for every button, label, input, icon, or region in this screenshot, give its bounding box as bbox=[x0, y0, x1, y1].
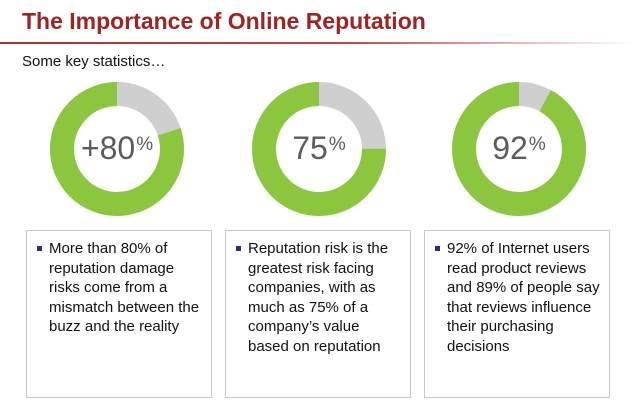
donut-fill-2 bbox=[252, 82, 386, 216]
stat-card-2: Reputation risk is the greatest risk fac… bbox=[225, 230, 411, 398]
donut-value-2: 75% bbox=[252, 132, 386, 164]
donut-fill-3 bbox=[452, 82, 586, 216]
title-divider bbox=[0, 42, 636, 44]
donut-fill-1 bbox=[50, 82, 184, 216]
donut-number-1: +80 bbox=[80, 130, 136, 166]
bullet-icon bbox=[435, 246, 440, 251]
donut-number-3: 92 bbox=[492, 130, 528, 166]
bullet-icon bbox=[37, 246, 42, 251]
stat-text-1: More than 80% of reputation damage risks… bbox=[49, 240, 200, 335]
stat-text-3: 92% of Internet users read product revie… bbox=[447, 240, 600, 355]
percent-sign-2: % bbox=[328, 134, 346, 155]
donut-number-2: 75 bbox=[292, 130, 328, 166]
stat-card-3: 92% of Internet users read product revie… bbox=[424, 230, 610, 398]
donut-chart-1: +80% bbox=[50, 82, 184, 216]
slide-title: The Importance of Online Reputation bbox=[22, 8, 426, 34]
donut-ring-2 bbox=[252, 82, 386, 216]
donut-ring-1 bbox=[50, 82, 184, 216]
donut-chart-3: 92% bbox=[452, 82, 586, 216]
donut-value-3: 92% bbox=[452, 132, 586, 164]
stat-text-2: Reputation risk is the greatest risk fac… bbox=[248, 240, 389, 355]
subtitle: Some key statistics… bbox=[22, 53, 166, 70]
percent-sign-3: % bbox=[528, 134, 546, 155]
stat-card-1: More than 80% of reputation damage risks… bbox=[26, 230, 212, 398]
bullet-icon bbox=[236, 246, 241, 251]
donut-ring-3 bbox=[452, 82, 586, 216]
donut-value-1: +80% bbox=[50, 132, 184, 164]
donut-chart-2: 75% bbox=[252, 82, 386, 216]
percent-sign-1: % bbox=[136, 134, 154, 155]
